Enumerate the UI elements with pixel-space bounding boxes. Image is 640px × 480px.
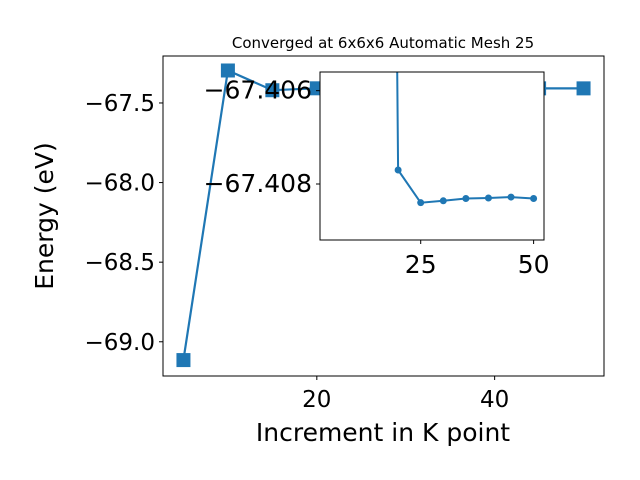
main-y-tick-label: −68.0 <box>85 171 155 197</box>
main-x-tick-label: 20 <box>302 387 331 413</box>
inset-ticks: 25 50 −67.408 −67.406 <box>204 76 550 279</box>
inset-data-point <box>462 194 470 202</box>
chart-title: Converged at 6x6x6 Automatic Mesh 25 <box>232 34 534 52</box>
main-ticks: 20 40 −67.5 −68.0 −68.5 −69.0 <box>85 91 510 413</box>
main-data-point <box>265 83 280 98</box>
inset-plot-frame <box>319 71 545 241</box>
inset-series-line <box>396 72 534 204</box>
inset-plot-background <box>320 72 544 240</box>
inset-data-point <box>417 199 425 207</box>
inset-data-point <box>439 197 447 205</box>
inset-data-point <box>530 194 538 202</box>
inset-y-tick-label: −67.406 <box>204 76 312 105</box>
main-x-tick-label: 40 <box>480 387 509 413</box>
inset-x-tick-label: 25 <box>405 250 437 279</box>
y-axis-label: Energy (eV) <box>30 142 59 289</box>
inset-data-point <box>484 194 492 202</box>
main-plot-frame <box>162 55 605 377</box>
inset-data-point <box>507 193 515 201</box>
inset-series-markers <box>394 166 538 207</box>
x-axis-label: Increment in K point <box>256 418 510 447</box>
main-y-tick-label: −67.5 <box>85 91 155 117</box>
main-y-tick-label: −68.5 <box>85 250 155 276</box>
main-data-point <box>220 63 235 78</box>
inset-plot: 25 50 −67.408 −67.406 <box>204 71 550 279</box>
main-data-point <box>576 81 591 96</box>
main-data-point <box>176 353 191 368</box>
main-y-tick-label: −69.0 <box>85 330 155 356</box>
inset-x-tick-label: 50 <box>518 250 550 279</box>
inset-y-tick-label: −67.408 <box>204 169 312 198</box>
inset-data-point <box>394 166 402 174</box>
